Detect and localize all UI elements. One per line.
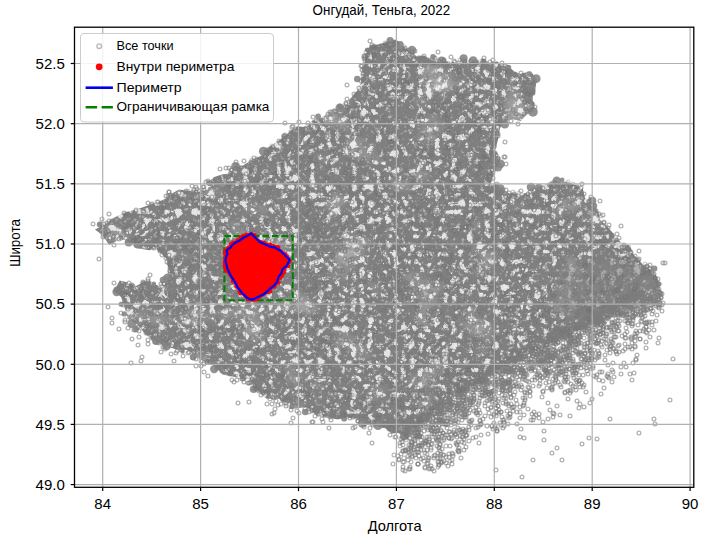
- svg-text:Долгота: Долгота: [368, 517, 423, 534]
- svg-text:51.5: 51.5: [36, 175, 65, 192]
- svg-text:89: 89: [584, 495, 601, 512]
- svg-text:50.0: 50.0: [36, 356, 65, 373]
- svg-text:Все точки: Все точки: [117, 38, 174, 53]
- svg-text:Периметр: Периметр: [117, 80, 182, 95]
- svg-text:85: 85: [192, 495, 209, 512]
- svg-text:Внутри периметра: Внутри периметра: [117, 59, 236, 74]
- svg-text:Онгудай, Теньга, 2022: Онгудай, Теньга, 2022: [313, 1, 451, 18]
- svg-text:50.5: 50.5: [36, 295, 65, 312]
- svg-text:52.0: 52.0: [36, 115, 65, 132]
- svg-text:88: 88: [486, 495, 503, 512]
- svg-text:49.0: 49.0: [36, 476, 65, 493]
- svg-text:Широта: Широта: [6, 219, 23, 267]
- svg-text:87: 87: [388, 495, 405, 512]
- svg-text:86: 86: [290, 495, 307, 512]
- svg-text:90: 90: [682, 495, 699, 512]
- svg-text:51.0: 51.0: [36, 235, 65, 252]
- svg-text:49.5: 49.5: [36, 416, 65, 433]
- svg-text:84: 84: [94, 495, 111, 512]
- svg-text:52.5: 52.5: [36, 55, 65, 72]
- svg-text:Ограничивающая рамка: Ограничивающая рамка: [117, 99, 271, 114]
